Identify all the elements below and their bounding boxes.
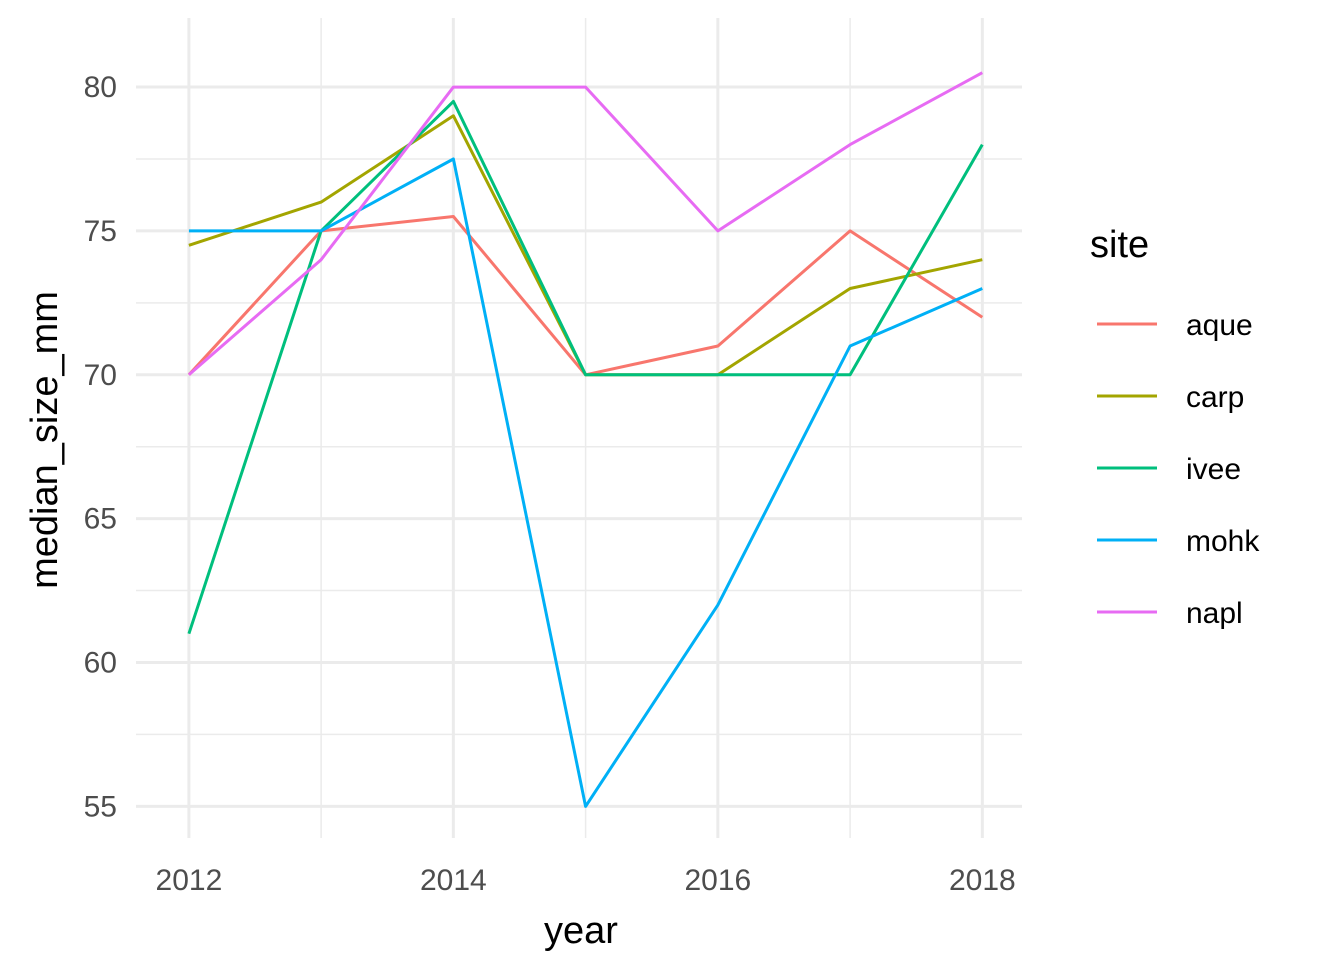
y-tick-label: 60 <box>84 646 117 679</box>
x-tick-label: 2014 <box>420 864 487 897</box>
legend-item-ivee: ivee <box>1097 453 1241 486</box>
x-axis-title: year <box>544 910 618 952</box>
y-tick-label: 80 <box>84 71 117 104</box>
x-tick-label: 2016 <box>684 864 751 897</box>
legend-item-carp: carp <box>1097 381 1244 414</box>
series-lines <box>187 71 984 808</box>
y-tick-label: 55 <box>84 790 117 823</box>
y-tick-label: 70 <box>84 359 117 392</box>
series-line-napl <box>187 71 984 376</box>
x-tick-label: 2012 <box>156 864 223 897</box>
legend-item-napl: napl <box>1097 597 1243 630</box>
y-tick-label: 75 <box>84 215 117 248</box>
minor-gridlines <box>136 18 1022 838</box>
legend-label-carp: carp <box>1186 381 1244 414</box>
x-axis-tick-labels: 2012 2014 2016 2018 <box>156 864 1016 897</box>
legend-label-aque: aque <box>1186 309 1253 342</box>
legend-label-mohk: mohk <box>1186 525 1260 558</box>
y-axis-tick-labels: 55 60 65 70 75 80 <box>84 71 117 823</box>
legend-items: aque carp ivee mohk napl <box>1097 309 1260 630</box>
y-axis-title: median_size_mm <box>24 291 66 589</box>
legend-item-mohk: mohk <box>1097 525 1260 558</box>
legend: site aque carp ivee mohk napl <box>1090 224 1260 630</box>
legend-label-napl: napl <box>1186 597 1243 630</box>
x-tick-label: 2018 <box>949 864 1016 897</box>
legend-item-aque: aque <box>1097 309 1253 342</box>
series-line-mohk <box>188 157 983 808</box>
legend-title: site <box>1090 224 1149 266</box>
legend-label-ivee: ivee <box>1186 453 1241 486</box>
major-gridlines <box>136 18 1022 838</box>
y-tick-label: 65 <box>84 503 117 536</box>
